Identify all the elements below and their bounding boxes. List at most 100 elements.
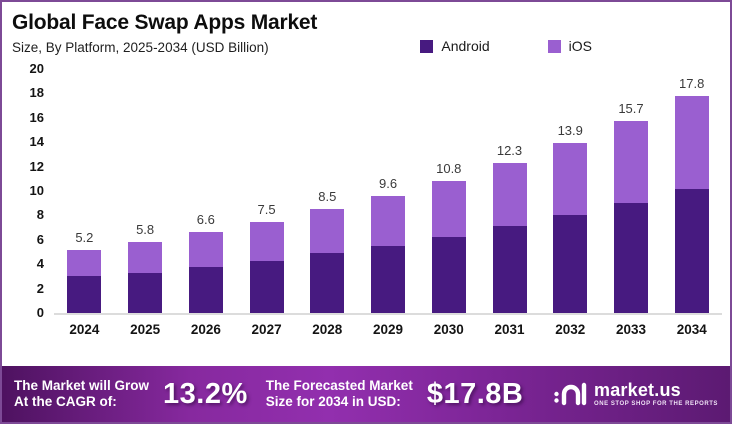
bar-total-label: 17.8 xyxy=(679,75,705,91)
android-bar-segment xyxy=(492,226,527,313)
bar-total-label: 15.7 xyxy=(618,101,644,117)
forecast-label-line1: The Forecasted Market xyxy=(265,378,413,394)
x-tick-label: 2027 xyxy=(251,322,282,337)
bar-total-label: 8.5 xyxy=(318,189,337,205)
x-tick-label: 2030 xyxy=(433,322,464,337)
legend-item-android: Android xyxy=(420,38,490,54)
stacked-bar xyxy=(492,162,527,313)
stacked-bar xyxy=(553,143,588,313)
y-tick-label: 0 xyxy=(36,305,44,320)
y-tick-label: 6 xyxy=(36,231,44,247)
stacked-bar xyxy=(674,95,709,313)
bar-group: 10.8 2030 xyxy=(418,69,479,342)
ios-bar-segment xyxy=(188,232,223,267)
bar-group: 5.8 2025 xyxy=(115,69,176,342)
y-tick-label: 14 xyxy=(29,134,44,150)
y-axis: 0 2 4 6 8 10 12 14 16 18 20 xyxy=(10,61,54,320)
forecast-label-line2: Size for 2034 in USD: xyxy=(265,394,401,409)
y-tick-label: 2 xyxy=(36,280,44,296)
y-tick-label: 8 xyxy=(36,207,44,223)
page-title: Global Face Swap Apps Market xyxy=(12,11,318,34)
bar-group: 13.9 2032 xyxy=(540,69,601,342)
bar-total-label: 6.6 xyxy=(196,212,215,228)
android-bar-segment xyxy=(553,215,588,313)
stacked-bar xyxy=(431,181,466,313)
bars-region: 9.6 xyxy=(358,69,419,313)
bars-region: 15.7 xyxy=(601,69,662,313)
chart-header: Global Face Swap Apps Market Size, By Pl… xyxy=(2,2,730,55)
bars-region: 10.8 xyxy=(418,69,479,313)
android-bar-segment xyxy=(674,188,709,313)
marketus-logo: market.us ONE STOP SHOP FOR THE REPORTS xyxy=(553,379,718,409)
marketus-logo-icon xyxy=(554,382,587,406)
x-tick-label: 2033 xyxy=(615,322,646,337)
android-bar-segment xyxy=(188,266,223,313)
brand-tagline: ONE STOP SHOP FOR THE REPORTS xyxy=(594,401,718,407)
android-bar-segment xyxy=(128,272,163,313)
bar-total-label: 7.5 xyxy=(257,201,276,217)
x-tick-label: 2032 xyxy=(555,322,586,337)
ios-bar-segment xyxy=(431,181,466,238)
stacked-bar xyxy=(249,221,284,313)
android-bar-segment xyxy=(67,276,102,313)
logo-text: market.us ONE STOP SHOP FOR THE REPORTS xyxy=(594,381,718,407)
bar-group: 6.6 2026 xyxy=(175,69,236,342)
y-tick-label: 20 xyxy=(29,61,44,76)
legend-label-android: Android xyxy=(441,38,490,54)
bars-region: 5.2 xyxy=(54,69,115,313)
bar-group: 8.5 2028 xyxy=(297,69,358,342)
bar-group: 7.5 2027 xyxy=(236,69,297,342)
forecast-label: The Forecasted Market Size for 2034 in U… xyxy=(266,378,413,409)
legend-label-ios: iOS xyxy=(568,38,592,54)
bars-region: 17.8 xyxy=(661,69,722,313)
x-tick-label: 2029 xyxy=(373,322,404,337)
ios-bar-segment xyxy=(674,95,709,189)
bars-region: 5.8 xyxy=(115,69,176,313)
ios-bar-segment xyxy=(310,209,345,254)
x-tick-label: 2034 xyxy=(676,322,707,337)
ios-bar-segment xyxy=(128,242,163,273)
android-legend-swatch-icon xyxy=(420,39,434,53)
bar-total-label: 12.3 xyxy=(496,142,523,158)
legend: Android iOS xyxy=(420,38,592,54)
bars-region: 6.6 xyxy=(175,69,236,313)
android-bar-segment xyxy=(613,203,648,313)
bar-group: 12.3 2031 xyxy=(479,69,540,342)
stacked-bar xyxy=(371,195,406,313)
bar-columns: 5.2 2024 5.8 2025 6.6 2026 7.5 2027 8.5 2028 9.6 20… xyxy=(54,69,722,342)
bars-region: 13.9 xyxy=(540,69,601,313)
bar-total-label: 5.8 xyxy=(136,222,155,238)
y-tick-label: 10 xyxy=(29,183,44,198)
ios-bar-segment xyxy=(613,121,648,204)
android-bar-segment xyxy=(371,245,406,313)
cagr-label-line2: At the CAGR of: xyxy=(14,394,117,409)
legend-item-ios: iOS xyxy=(547,38,592,54)
bars-region: 7.5 xyxy=(236,69,297,313)
bar-total-label: 13.9 xyxy=(557,123,583,139)
x-tick-label: 2026 xyxy=(190,322,221,337)
x-axis-line xyxy=(54,313,722,315)
plot-area: 5.2 2024 5.8 2025 6.6 2026 7.5 2027 8.5 2028 9.6 20… xyxy=(54,69,722,366)
y-tick-label: 16 xyxy=(29,109,44,125)
bars-region: 8.5 xyxy=(297,69,358,313)
ios-bar-segment xyxy=(249,221,284,261)
chart-area: 0 2 4 6 8 10 12 14 16 18 20 5.2 2024 5.8 2025 6.6 2026 7… xyxy=(2,55,730,366)
android-bar-segment xyxy=(310,253,345,313)
stacked-bar xyxy=(67,249,102,313)
android-bar-segment xyxy=(249,260,284,313)
cagr-value: 13.2% xyxy=(163,377,248,410)
bar-total-label: 10.8 xyxy=(436,161,462,177)
stacked-bar xyxy=(128,242,163,313)
x-tick-label: 2028 xyxy=(312,322,343,337)
stacked-bar xyxy=(188,232,223,313)
ios-bar-segment xyxy=(553,143,588,216)
x-tick-label: 2024 xyxy=(69,322,100,337)
cagr-label-line1: The Market will Grow xyxy=(14,378,150,394)
ios-legend-swatch-icon xyxy=(547,39,561,53)
android-bar-segment xyxy=(431,237,466,313)
ios-bar-segment xyxy=(67,249,102,277)
y-tick-label: 18 xyxy=(29,85,44,101)
bar-group: 9.6 2029 xyxy=(358,69,419,342)
y-tick-label: 4 xyxy=(36,256,44,272)
x-tick-label: 2025 xyxy=(130,322,161,337)
